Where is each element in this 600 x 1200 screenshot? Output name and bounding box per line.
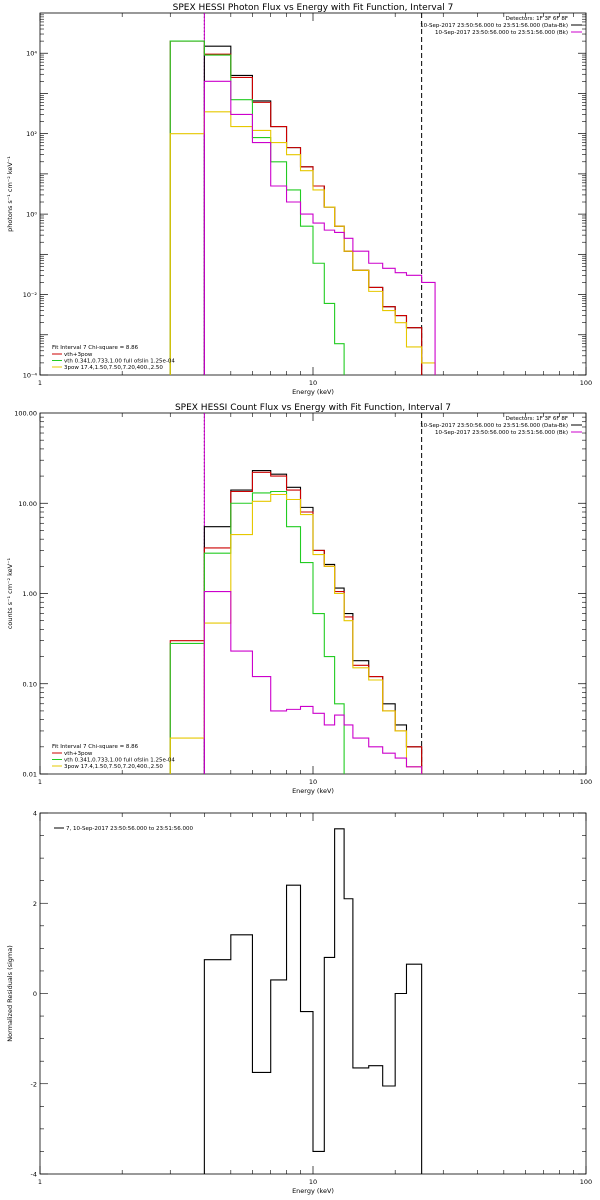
series-magenta-step-line xyxy=(203,80,436,375)
legend-label: 3pow 17.4,1.50,7.50,7.20,400.,2.50 xyxy=(64,365,163,371)
series-magenta-step-line xyxy=(203,591,423,774)
header-line: 10-Sep-2017 23:50:56.000 to 23:51:56.000… xyxy=(435,30,568,36)
series-yellow-step-line xyxy=(169,111,436,375)
y-tick-label: 10⁻⁴ xyxy=(23,372,38,380)
header-line: Detectors: 1F 3F 6F 8F xyxy=(506,16,568,22)
x-tick-label: 1 xyxy=(38,778,42,786)
y-tick-label: 10² xyxy=(26,130,37,138)
fit-label: Fit Interval 7 Chi-square = 8.86 xyxy=(52,744,139,750)
fit-label: Fit Interval 7 Chi-square = 8.86 xyxy=(52,345,139,351)
x-axis-label: Energy (keV) xyxy=(292,787,334,795)
header-line: 10-Sep-2017 23:50:56.000 to 23:51:56.000… xyxy=(435,430,568,436)
y-tick-label: 10.00 xyxy=(18,500,37,508)
y-tick-label: 2 xyxy=(33,900,37,908)
y-tick-label: 10⁻² xyxy=(23,291,38,299)
legend-label: vth+3pow xyxy=(64,352,93,358)
series-black-step-line xyxy=(203,45,423,375)
series-red-step-line xyxy=(169,40,423,375)
y-tick-label: -4 xyxy=(31,1171,37,1179)
y-tick-label: 0 xyxy=(33,990,37,998)
y-tick-label: -2 xyxy=(31,1080,37,1088)
header-line: Detectors: 1F 3F 6F 8F xyxy=(506,416,568,422)
y-tick-label: 10⁰ xyxy=(26,211,37,219)
y-axis-label: Normalized Residuals (sigma) xyxy=(6,945,14,1042)
legend-label: vth 0.341,0.733,1.00 full ofslin 1.25e-0… xyxy=(64,359,175,365)
x-tick-label: 100 xyxy=(580,778,592,786)
chart-title: SPEX HESSI Photon Flux vs Energy with Fi… xyxy=(173,3,454,13)
y-tick-label: 0.10 xyxy=(23,680,37,688)
legend-label: vth+3pow xyxy=(64,751,93,757)
series-residuals-step-line xyxy=(203,828,423,1174)
header-line: 10-Sep-2017 23:50:56.000 to 23:51:56.000… xyxy=(420,423,568,429)
series-green-step-line xyxy=(169,490,345,774)
series-black-step-line xyxy=(203,470,423,774)
y-tick-label: 100.00 xyxy=(14,410,37,418)
y-tick-label: 1.00 xyxy=(23,590,37,598)
x-tick-label: 1 xyxy=(38,379,42,387)
x-tick-label: 1 xyxy=(38,1178,42,1186)
y-axis-label: photons s⁻¹ cm⁻² keV⁻¹ xyxy=(6,156,14,232)
x-tick-label: 100 xyxy=(580,1178,592,1186)
x-tick-label: 100 xyxy=(580,379,592,387)
series-green-step-line xyxy=(169,40,345,375)
legend-label: 3pow 17.4,1.50,7.50,7.20,400.,2.50 xyxy=(64,764,163,770)
y-tick-label: 0.01 xyxy=(23,771,37,779)
plot-frame xyxy=(39,12,587,376)
legend-label: vth 0.341,0.733,1.00 full ofslin 1.25e-0… xyxy=(64,758,175,764)
x-tick-label: 10 xyxy=(309,379,317,387)
series-yellow-step-line xyxy=(169,493,423,774)
y-tick-label: 4 xyxy=(33,810,37,818)
legend-label: 7, 10-Sep-2017 23:50:56.000 to 23:51:56.… xyxy=(66,826,193,832)
header-line: 10-Sep-2017 23:50:56.000 to 23:51:56.000… xyxy=(420,23,568,29)
chart-title: SPEX HESSI Count Flux vs Energy with Fit… xyxy=(175,403,451,413)
x-axis-label: Energy (keV) xyxy=(292,388,334,396)
y-tick-label: 10⁴ xyxy=(26,50,37,58)
x-tick-label: 10 xyxy=(309,778,317,786)
x-axis-label: Energy (keV) xyxy=(292,1187,334,1195)
y-axis-label: counts s⁻¹ cm⁻² keV⁻¹ xyxy=(6,557,14,629)
x-tick-label: 10 xyxy=(309,1178,317,1186)
